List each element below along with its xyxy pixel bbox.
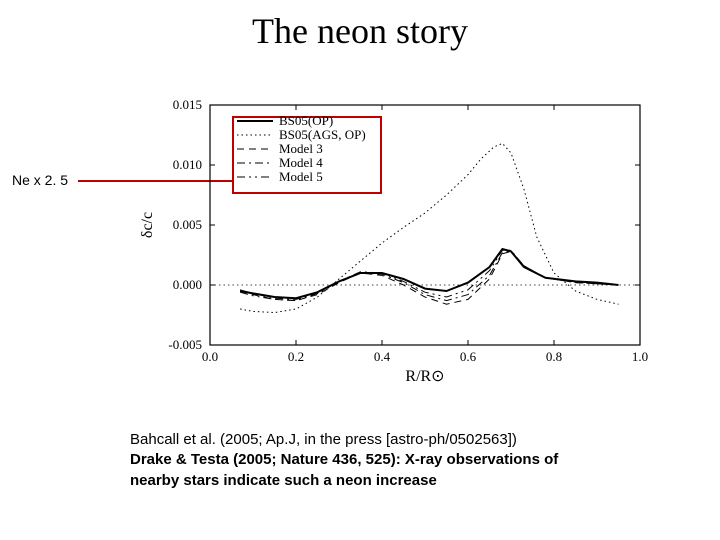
svg-text:0.010: 0.010 bbox=[173, 157, 202, 172]
svg-text:0.005: 0.005 bbox=[173, 217, 202, 232]
svg-text:Model 5: Model 5 bbox=[279, 169, 323, 184]
caption-line-1: Bahcall et al. (2005; Ap.J, in the press… bbox=[130, 430, 670, 450]
svg-text:-0.005: -0.005 bbox=[168, 337, 202, 352]
svg-text:Model 4: Model 4 bbox=[279, 155, 323, 170]
svg-text:0.2: 0.2 bbox=[288, 349, 304, 364]
svg-text:R/R⊙: R/R⊙ bbox=[405, 368, 444, 385]
neon-annotation-label: Ne x 2. 5 bbox=[12, 172, 68, 188]
svg-text:0.4: 0.4 bbox=[374, 349, 391, 364]
svg-text:0.6: 0.6 bbox=[460, 349, 477, 364]
svg-text:0.0: 0.0 bbox=[202, 349, 218, 364]
svg-text:BS05(OP): BS05(OP) bbox=[279, 113, 333, 128]
svg-text:0.000: 0.000 bbox=[173, 277, 202, 292]
svg-text:BS05(AGS, OP): BS05(AGS, OP) bbox=[279, 127, 366, 142]
svg-text:Model 3: Model 3 bbox=[279, 141, 323, 156]
caption-block: Bahcall et al. (2005; Ap.J, in the press… bbox=[130, 430, 670, 491]
caption-line-2: Drake & Testa (2005; Nature 436, 525): X… bbox=[130, 450, 670, 470]
page-title: The neon story bbox=[0, 10, 720, 52]
caption-line-3: nearby stars indicate such a neon increa… bbox=[130, 471, 670, 491]
svg-text:0.015: 0.015 bbox=[173, 97, 202, 112]
chart-svg: 0.0 0.2 0.4 0.6 0.8 1.0 -0.005 0.000 0.005 0.010 0… bbox=[130, 95, 650, 385]
sound-speed-chart: 0.0 0.2 0.4 0.6 0.8 1.0 -0.005 0.000 0.005 0.010 0… bbox=[130, 95, 650, 385]
svg-text:δc/c: δc/c bbox=[139, 212, 156, 238]
svg-text:0.8: 0.8 bbox=[546, 349, 562, 364]
svg-text:1.0: 1.0 bbox=[632, 349, 648, 364]
